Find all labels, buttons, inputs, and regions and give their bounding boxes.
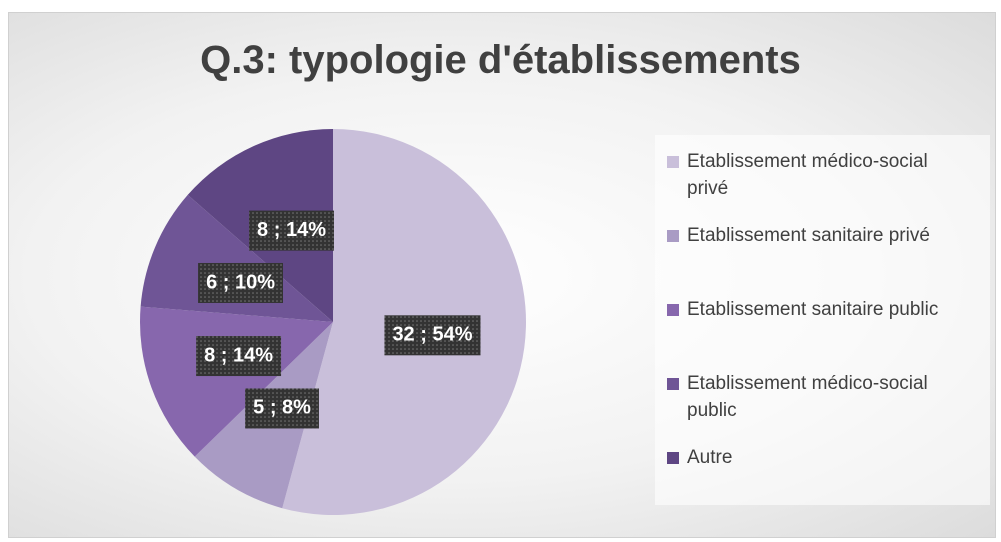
legend-label: Etablissement médico-social public <box>687 373 928 421</box>
legend-swatch <box>667 230 679 242</box>
legend-label: Etablissement sanitaire public <box>687 299 939 320</box>
legend-item: Autre <box>667 444 962 471</box>
chart-title: Q.3: typologie d'établissements <box>200 38 801 82</box>
legend-label: Autre <box>687 447 733 468</box>
data-label-box <box>196 336 282 377</box>
data-label-box <box>245 388 319 429</box>
legend-item: Etablissement sanitaire public <box>667 296 962 323</box>
data-label: 6 ; 10% <box>206 271 275 293</box>
legend: Etablissement médico-social privé Etablis… <box>655 135 990 505</box>
data-label: 32 ; 54% <box>392 324 472 346</box>
pie-slice <box>140 306 333 457</box>
legend-swatch <box>667 378 679 390</box>
legend-item: Etablissement médico-social public <box>667 370 962 424</box>
legend-label: Etablissement médico-social privé <box>687 151 928 199</box>
data-label-box <box>198 262 284 303</box>
legend-label: Etablissement sanitaire privé <box>687 225 930 246</box>
data-label: 5 ; 8% <box>253 397 311 419</box>
legend-swatch <box>667 304 679 316</box>
legend-swatch <box>667 452 679 464</box>
data-label: 8 ; 14% <box>257 219 326 241</box>
legend-item: Etablissement sanitaire privé <box>667 222 962 249</box>
pie-slice <box>140 194 333 322</box>
data-label: 8 ; 14% <box>204 344 273 366</box>
legend-item: Etablissement médico-social privé <box>667 148 962 202</box>
data-label-box <box>384 315 481 356</box>
legend-swatch <box>667 156 679 168</box>
data-label-box <box>249 210 334 251</box>
